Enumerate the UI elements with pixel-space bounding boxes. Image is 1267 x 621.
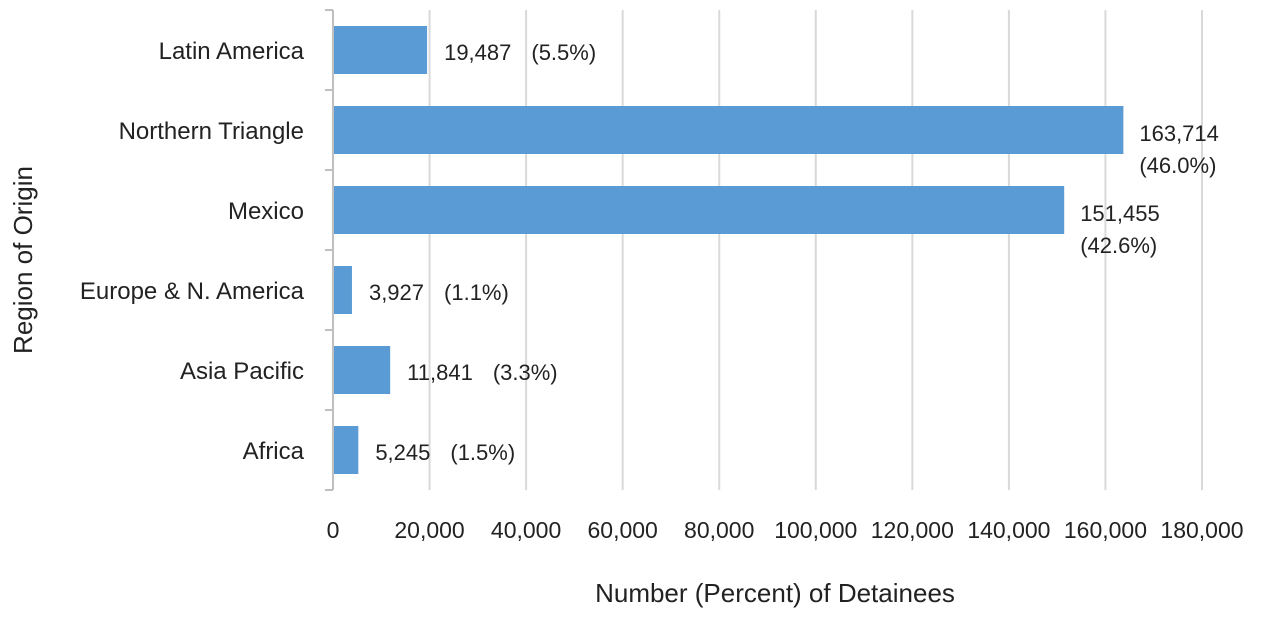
bar (333, 266, 352, 314)
x-tick-label: 120,000 (871, 517, 954, 543)
data-label-percent: (46.0%) (1139, 153, 1216, 178)
x-axis-title: Number (Percent) of Detainees (595, 578, 955, 608)
x-tick-label: 160,000 (1064, 517, 1147, 543)
y-axis-title: Region of Origin (8, 166, 38, 354)
data-label-percent: (1.1%) (444, 280, 509, 305)
x-tick-label: 40,000 (491, 517, 561, 543)
bar (333, 426, 359, 474)
category-label: Northern Triangle (119, 118, 304, 145)
data-label-value: 151,455 (1080, 201, 1160, 226)
bar (333, 346, 391, 394)
x-tick-label: 60,000 (587, 517, 657, 543)
data-labels: 19,487 (5.5%) 163,714 (46.0%) 151,455 (42.6%)… (369, 40, 1219, 465)
x-tick-label: 20,000 (394, 517, 464, 543)
x-tick-label: 100,000 (774, 517, 857, 543)
bar (333, 26, 428, 74)
x-tick-label: 80,000 (684, 517, 754, 543)
data-label-value: 11,841 (407, 360, 473, 385)
x-tick-labels: 0 20,000 40,000 60,000 80,000 100,000 120,000 1… (327, 517, 1244, 543)
category-label: Africa (243, 438, 305, 465)
gridlines (428, 10, 1203, 490)
data-label-percent: (5.5%) (531, 40, 596, 65)
category-labels: Latin America Northern Triangle Mexico Euro… (80, 38, 305, 465)
y-axis (325, 9, 334, 491)
data-label-percent: (1.5%) (450, 440, 515, 465)
category-label: Asia Pacific (180, 358, 304, 385)
data-label-value: 3,927 (369, 280, 424, 305)
x-tick-label: 0 (327, 517, 340, 543)
data-label-value: 163,714 (1139, 121, 1219, 146)
category-label: Mexico (228, 198, 304, 225)
bars (333, 26, 1124, 474)
bar (333, 186, 1065, 234)
data-label-percent: (42.6%) (1080, 233, 1157, 258)
x-tick-label: 180,000 (1160, 517, 1243, 543)
category-label: Latin America (159, 38, 305, 65)
bar (333, 106, 1124, 154)
x-tick-label: 140,000 (967, 517, 1050, 543)
data-label-percent: (3.3%) (493, 360, 558, 385)
data-label-value: 19,487 (444, 40, 511, 65)
category-label: Europe & N. America (80, 278, 305, 305)
data-label-value: 5,245 (375, 440, 430, 465)
